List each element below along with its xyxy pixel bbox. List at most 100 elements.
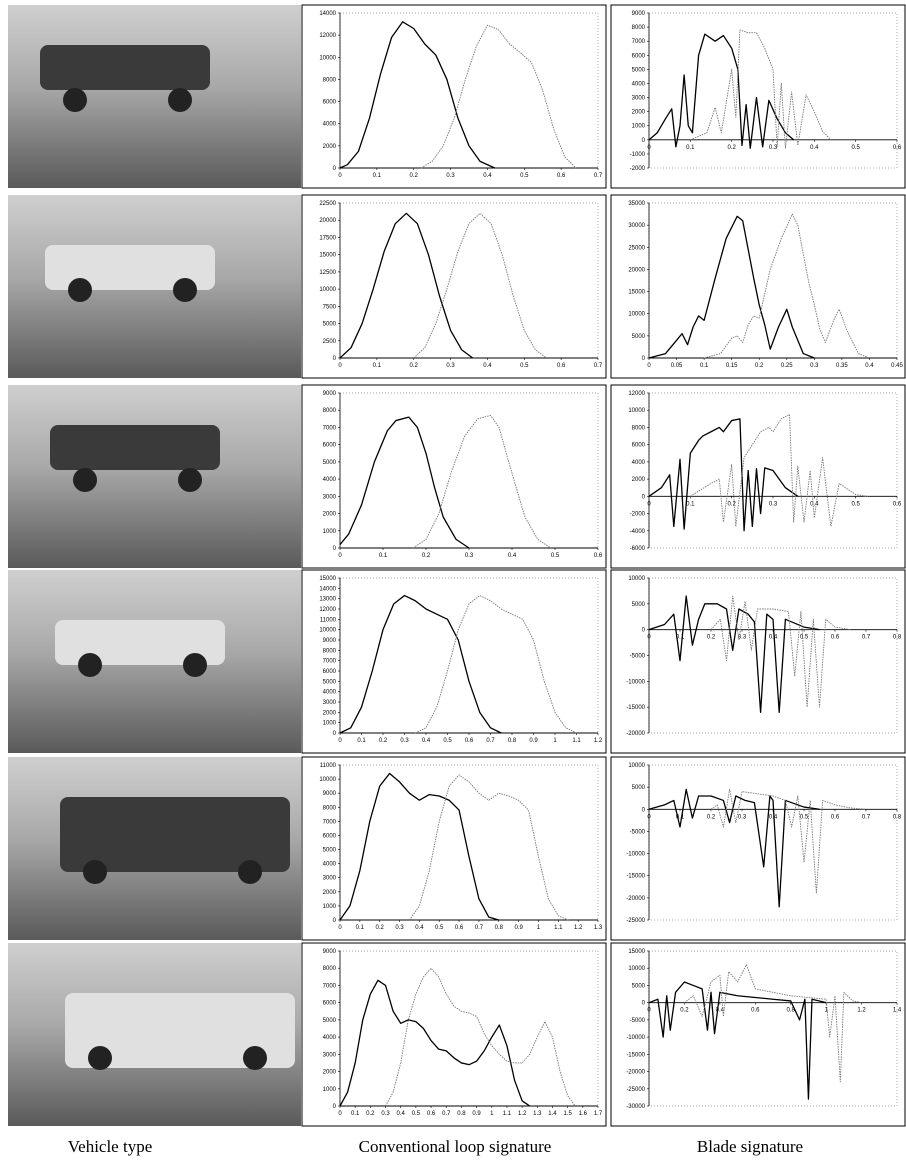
x-tick-label: 1.3 <box>533 1111 542 1117</box>
y-tick-label: 5000 <box>632 334 646 340</box>
y-tick-label: 8000 <box>323 77 337 83</box>
y-tick-label: -1000 <box>630 152 646 158</box>
y-tick-label: 7000 <box>632 39 646 45</box>
y-tick-label: 8000 <box>323 648 337 654</box>
x-tick-label: 0.2 <box>366 1111 375 1117</box>
y-tick-label: -20000 <box>626 731 645 737</box>
wheel <box>243 1046 267 1070</box>
x-tick-label: 0.05 <box>671 363 683 369</box>
x-tick-label: 1.1 <box>572 738 581 744</box>
y-tick-label: 6000 <box>323 100 337 106</box>
x-tick-label: 0.1 <box>686 501 695 507</box>
wheel <box>178 468 202 492</box>
chart-frame <box>611 5 905 188</box>
x-tick-label: 0.4 <box>508 553 517 559</box>
y-tick-label: 10000 <box>319 777 336 783</box>
y-tick-label: -10000 <box>626 679 645 685</box>
x-tick-label: 0.2 <box>422 553 431 559</box>
y-tick-label: 6000 <box>323 1001 337 1007</box>
x-tick-label: 0.7 <box>486 738 495 744</box>
chart-frame <box>611 570 905 753</box>
x-tick-label: 1.4 <box>548 1111 557 1117</box>
x-tick-label: 0.5 <box>520 173 529 179</box>
x-tick-label: 0.2 <box>410 173 419 179</box>
x-tick-label: 0.1 <box>356 925 365 931</box>
x-tick-label: 0.15 <box>726 363 738 369</box>
x-tick-label: 0.3 <box>810 363 819 369</box>
y-tick-label: 2000 <box>323 144 337 150</box>
y-tick-label: -30000 <box>626 1104 645 1110</box>
y-tick-label: 2000 <box>323 890 337 896</box>
x-tick-label: 0.4 <box>810 501 819 507</box>
x-tick-label: 0.8 <box>495 925 504 931</box>
x-tick-label: 0.6 <box>427 1111 436 1117</box>
y-tick-label: 8000 <box>323 408 337 414</box>
chart-frame <box>302 5 606 188</box>
x-tick-label: 0.4 <box>415 925 424 931</box>
wheel <box>68 278 92 302</box>
y-tick-label: 10000 <box>628 966 645 972</box>
wheel <box>238 860 262 884</box>
y-tick-label: 10000 <box>628 763 645 769</box>
x-tick-label: 0.2 <box>410 363 419 369</box>
y-tick-label: 8000 <box>632 25 646 31</box>
x-tick-label: 0.7 <box>594 173 603 179</box>
y-tick-label: 6000 <box>323 669 337 675</box>
y-tick-label: 15000 <box>628 949 645 955</box>
x-tick-label: 0.4 <box>397 1111 406 1117</box>
y-tick-label: -15000 <box>626 705 645 711</box>
y-tick-label: 25000 <box>628 245 645 251</box>
y-tick-label: 15000 <box>319 576 336 582</box>
x-tick-label: 0.9 <box>529 738 538 744</box>
y-tick-label: -15000 <box>626 874 645 880</box>
vehicle-photo <box>8 385 301 568</box>
y-tick-label: 5000 <box>632 67 646 73</box>
wheel <box>63 88 87 112</box>
x-tick-label: 1.2 <box>857 1008 866 1014</box>
y-tick-label: 9000 <box>323 391 337 397</box>
y-tick-label: 2000 <box>323 710 337 716</box>
y-tick-label: 2000 <box>632 110 646 116</box>
x-tick-label: 0.2 <box>755 363 764 369</box>
y-tick-label: 3000 <box>323 876 337 882</box>
x-tick-label: 1.2 <box>518 1111 527 1117</box>
y-tick-label: 5000 <box>323 848 337 854</box>
x-tick-label: 1.4 <box>893 1008 902 1014</box>
x-tick-label: 0.3 <box>738 814 747 820</box>
x-tick-label: 0.2 <box>707 814 716 820</box>
y-tick-label: -25000 <box>626 918 645 924</box>
y-tick-label: 1000 <box>323 1087 337 1093</box>
x-tick-label: 0.8 <box>508 738 517 744</box>
x-tick-label: 1.6 <box>579 1111 588 1117</box>
chart-frame <box>611 195 905 378</box>
x-tick-label: 0.7 <box>862 635 871 641</box>
x-tick-label: 1.3 <box>594 925 603 931</box>
y-tick-label: 5000 <box>323 460 337 466</box>
chart-frame <box>611 385 905 568</box>
x-tick-label: 0.5 <box>443 738 452 744</box>
x-tick-label: 0.5 <box>800 814 809 820</box>
y-tick-label: -5000 <box>630 654 646 660</box>
y-tick-label: 30000 <box>628 223 645 229</box>
y-tick-label: 9000 <box>632 11 646 17</box>
x-tick-label: 0.2 <box>727 501 736 507</box>
x-tick-label: 0.3 <box>465 553 474 559</box>
y-tick-label: 10000 <box>319 55 336 61</box>
chart-frame <box>302 757 606 940</box>
x-tick-label: 0.9 <box>472 1111 481 1117</box>
y-tick-label: 12000 <box>319 607 336 613</box>
caption: Blade signature <box>697 1137 803 1156</box>
y-tick-label: -10000 <box>626 852 645 858</box>
chart: -25000-20000-15000-10000-500005000100000… <box>611 757 905 940</box>
y-tick-label: 1000 <box>323 529 337 535</box>
x-tick-label: 0.2 <box>680 1008 689 1014</box>
wheel <box>73 468 97 492</box>
y-tick-label: 10000 <box>628 312 645 318</box>
y-tick-label: 15000 <box>319 253 336 259</box>
x-tick-label: 0.5 <box>520 363 529 369</box>
wheel <box>78 653 102 677</box>
x-tick-label: 0.6 <box>831 814 840 820</box>
y-tick-label: 14000 <box>319 11 336 17</box>
y-tick-label: 12000 <box>628 391 645 397</box>
